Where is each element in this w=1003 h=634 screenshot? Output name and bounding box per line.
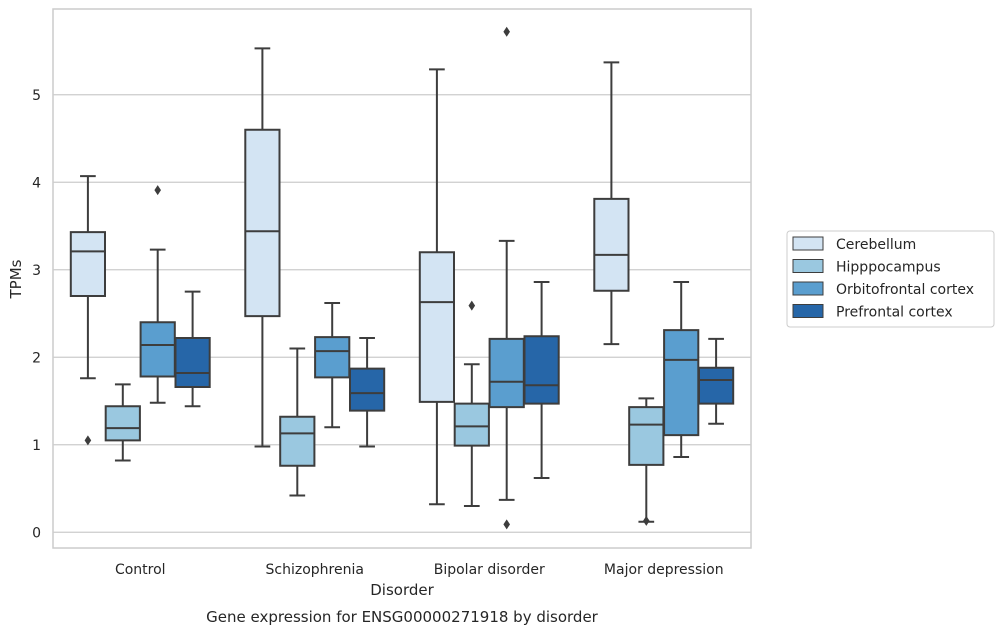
legend-label: Cerebellum <box>836 237 916 253</box>
x-tick-label: Bipolar disorder <box>434 562 545 578</box>
x-tick-labels: Control Schizophrenia Bipolar disorder Majo… <box>115 562 724 578</box>
box-group <box>139 185 176 404</box>
box-group <box>593 61 630 346</box>
x-tick-label: Control <box>115 562 166 578</box>
box-iqr <box>488 337 525 409</box>
legend-frame <box>786 230 995 328</box>
box-group <box>279 347 316 497</box>
box-group <box>453 300 490 507</box>
box-group <box>628 397 665 526</box>
box-group <box>104 383 141 462</box>
outlier-point <box>503 26 510 37</box>
box-iqr <box>593 197 630 292</box>
box-iqr <box>663 329 700 437</box>
box-group <box>488 26 525 530</box>
y-tick-label: 2 <box>32 350 41 366</box>
y-tick-label: 3 <box>32 263 41 279</box>
legend-swatch <box>792 304 824 318</box>
chart-title: Gene expression for ENSG00000271918 by d… <box>206 608 599 626</box>
box-iqr <box>174 337 211 388</box>
box-iqr <box>453 402 490 447</box>
x-tick-label: Major depression <box>604 562 724 578</box>
outlier-point <box>84 435 92 446</box>
box-group <box>697 337 735 425</box>
y-tick-labels: 0 1 2 3 4 5 <box>32 88 41 542</box>
plot-boxes <box>69 26 735 530</box>
box-iqr <box>314 336 351 379</box>
y-tick-label: 1 <box>32 438 41 454</box>
box-iqr <box>523 335 560 405</box>
outlier-point <box>468 300 476 311</box>
box-group <box>523 281 560 479</box>
box-iqr <box>348 367 386 412</box>
x-axis-label: Disorder <box>370 581 434 599</box>
box-group <box>418 68 456 506</box>
box-group <box>314 302 351 429</box>
box-group <box>663 281 700 458</box>
legend-swatch <box>792 259 824 273</box>
legend-label: Prefrontal cortex <box>836 305 953 321</box>
y-tick-label: 5 <box>32 88 41 104</box>
box-iqr <box>628 406 665 466</box>
box-iqr <box>697 366 735 405</box>
y-tick-label: 4 <box>32 175 41 191</box>
box-group <box>69 175 107 446</box>
box-iqr <box>139 321 176 378</box>
box-iqr <box>244 128 281 318</box>
box-group <box>174 290 211 408</box>
box-group <box>348 337 386 448</box>
legend: Cerebellum Hipppocampus Orbitofrontal cort… <box>786 230 995 328</box>
legend-label: Hipppocampus <box>836 260 941 276</box>
plot-frame <box>52 8 752 549</box>
box-iqr <box>418 251 456 403</box>
y-axis-label: TPMs <box>7 259 25 299</box>
legend-label: Orbitofrontal cortex <box>836 282 974 298</box>
y-tick-label: 0 <box>32 525 41 541</box>
x-tick-label: Schizophrenia <box>266 562 364 578</box>
outlier-point <box>643 515 650 526</box>
legend-swatch <box>792 281 824 296</box>
box-group <box>244 47 281 448</box>
box-iqr <box>69 231 107 297</box>
legend-swatch <box>792 236 824 251</box>
outlier-point <box>503 519 510 530</box>
box-iqr <box>104 405 141 442</box>
outlier-point <box>154 185 161 196</box>
legend-items: Cerebellum Hipppocampus Orbitofrontal cort… <box>792 236 974 321</box>
box-iqr <box>279 415 316 467</box>
